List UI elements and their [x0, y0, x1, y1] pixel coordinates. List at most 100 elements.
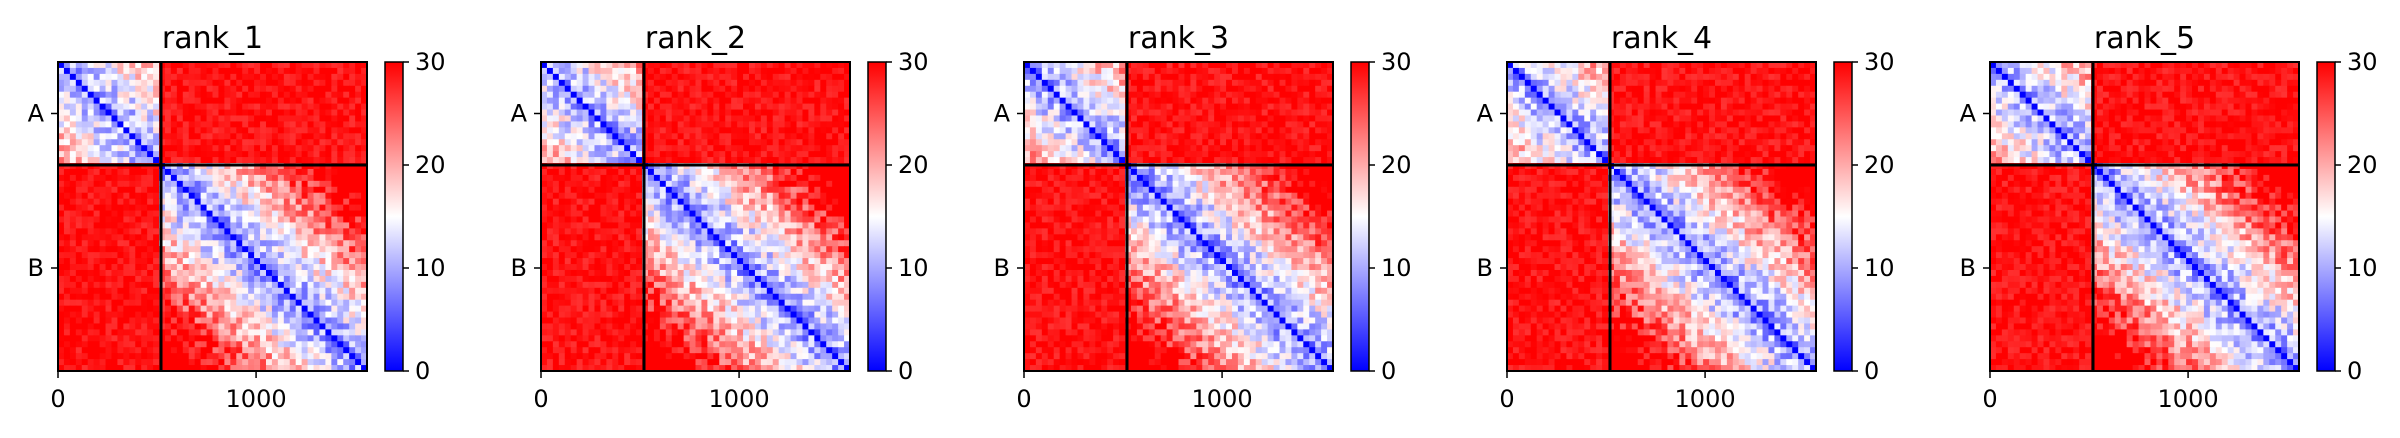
- heatmap-cell: [838, 109, 845, 117]
- heatmap-cell: [772, 222, 780, 229]
- heatmap-cell: [665, 115, 673, 123]
- heatmap-cell: [618, 264, 625, 271]
- heatmap-cell: [564, 311, 572, 319]
- heatmap-cell: [277, 115, 285, 123]
- heatmap-cell: [796, 275, 804, 283]
- heatmap-cell: [576, 85, 584, 93]
- heatmap-cell: [260, 258, 267, 265]
- heatmap-cell: [743, 151, 750, 158]
- heatmap-cell: [224, 299, 231, 307]
- heatmap-cell: [307, 174, 315, 182]
- heatmap-cell: [224, 67, 231, 75]
- heatmap-cell: [719, 157, 726, 164]
- heatmap-cell: [653, 62, 661, 69]
- heatmap-cell: [200, 234, 208, 241]
- heatmap-cell: [820, 115, 827, 123]
- heatmap-cell: [624, 311, 631, 319]
- heatmap-cell: [361, 347, 368, 354]
- heatmap-cell: [754, 97, 762, 105]
- heatmap-cell: [701, 97, 708, 105]
- heatmap-cell: [147, 204, 154, 212]
- heatmap-cell: [588, 109, 596, 117]
- heatmap-cell: [594, 222, 602, 229]
- heatmap-cell: [748, 210, 756, 218]
- heatmap-cell: [129, 347, 136, 354]
- heatmap-cell: [212, 329, 220, 336]
- heatmap-cell: [349, 97, 356, 105]
- heatmap-cell: [731, 305, 738, 313]
- heatmap-cell: [832, 62, 839, 69]
- heatmap-cell: [63, 115, 71, 123]
- heatmap-cell: [260, 91, 267, 99]
- heatmap-cell: [141, 157, 148, 164]
- heatmap-cell: [194, 67, 202, 75]
- heatmap-cell: [271, 145, 279, 152]
- heatmap-cell: [647, 240, 655, 247]
- heatmap-cell: [283, 121, 291, 128]
- heatmap-cell: [689, 157, 697, 164]
- heatmap-cell: [105, 103, 113, 111]
- heatmap-cell: [743, 103, 750, 111]
- heatmap-cell: [790, 97, 798, 105]
- heatmap-cell: [689, 186, 697, 194]
- heatmap-cell: [135, 264, 142, 271]
- heatmap-cell: [790, 91, 798, 99]
- heatmap-cell: [826, 62, 833, 69]
- heatmap-cell: [182, 281, 190, 289]
- heatmap-cell: [75, 287, 83, 295]
- heatmap-cell: [814, 258, 821, 265]
- heatmap-cell: [582, 115, 590, 123]
- heatmap-cell: [248, 275, 255, 283]
- heatmap-cell: [713, 133, 720, 140]
- heatmap-cell: [636, 157, 643, 164]
- heatmap-cell: [689, 115, 697, 123]
- heatmap-cell: [570, 62, 578, 69]
- heatmap-cell: [325, 198, 332, 206]
- heatmap-cell: [558, 157, 566, 164]
- heatmap-cell: [677, 216, 685, 224]
- heatmap-cell: [117, 216, 124, 224]
- heatmap-cell: [325, 97, 332, 105]
- heatmap-cell: [111, 127, 119, 134]
- heatmap-cell: [558, 311, 566, 319]
- heatmap-cell: [176, 246, 184, 253]
- heatmap-cell: [230, 91, 237, 99]
- heatmap-cell: [719, 186, 726, 194]
- heatmap-cell: [194, 157, 202, 164]
- heatmap-cell: [677, 145, 685, 152]
- heatmap-cell: [265, 341, 273, 348]
- heatmap-cell: [147, 311, 154, 319]
- heatmap-cell: [630, 246, 637, 253]
- heatmap-cell: [170, 168, 178, 176]
- heatmap-cell: [576, 234, 584, 241]
- heatmap-cell: [814, 287, 821, 295]
- heatmap-cell: [147, 73, 154, 81]
- heatmap-cell: [677, 62, 685, 69]
- heatmap-cell: [618, 91, 625, 99]
- heatmap-cell: [236, 347, 243, 354]
- heatmap-cell: [230, 299, 237, 307]
- heatmap-cell: [701, 91, 708, 99]
- heatmap-cell: [713, 174, 720, 182]
- heatmap-cell: [206, 347, 214, 354]
- heatmap-cell: [206, 210, 214, 218]
- heatmap-cell: [81, 305, 89, 313]
- heatmap-cell: [725, 258, 732, 265]
- heatmap-cell: [283, 91, 291, 99]
- heatmap-cell: [659, 121, 667, 128]
- heatmap-cell: [612, 234, 619, 241]
- heatmap-cell: [93, 240, 101, 247]
- heatmap-cell: [618, 216, 625, 224]
- heatmap-cell: [277, 258, 285, 265]
- heatmap-cell: [123, 365, 130, 372]
- heatmap-cell: [87, 317, 95, 325]
- heatmap-cell: [218, 264, 225, 271]
- heatmap-cell: [206, 293, 214, 301]
- heatmap-cell: [826, 275, 833, 283]
- heatmap-cell: [319, 168, 326, 176]
- heatmap-cell: [194, 97, 202, 105]
- heatmap-cell: [319, 139, 326, 146]
- heatmap-cell: [105, 323, 113, 330]
- heatmap-cell: [224, 234, 231, 241]
- heatmap-cell: [123, 252, 130, 259]
